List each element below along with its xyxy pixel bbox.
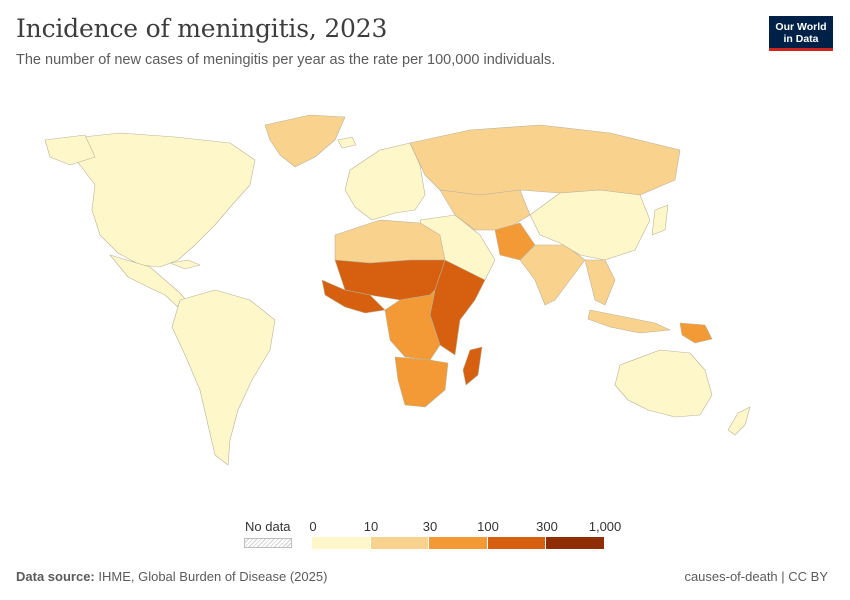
region-madagascar[interactable]	[462, 346, 483, 386]
legend-no-data-label: No data	[245, 519, 291, 534]
legend-tick-1000: 1,000	[588, 519, 622, 534]
data-source: Data source: IHME, Global Burden of Dise…	[16, 569, 327, 584]
world-map	[44, 114, 751, 466]
region-china[interactable]	[529, 189, 651, 261]
region-russia[interactable]	[409, 124, 681, 196]
legend-swatch-30-100[interactable]	[429, 537, 488, 549]
region-central-africa[interactable]	[384, 289, 441, 361]
owid-logo[interactable]: Our World in Data	[769, 16, 833, 51]
region-europe[interactable]	[344, 142, 426, 221]
legend-swatch-100-300[interactable]	[487, 537, 547, 549]
region-southeast-asia[interactable]	[584, 259, 616, 306]
region-west-africa[interactable]	[321, 279, 386, 314]
region-new-zealand[interactable]	[727, 406, 751, 436]
logo-line-1: Our World	[775, 21, 827, 33]
region-papua-new-guinea[interactable]	[679, 322, 713, 344]
footer-license[interactable]: causes-of-death | CC BY	[684, 569, 828, 584]
region-indonesia[interactable]	[587, 309, 671, 334]
legend-swatch-0-10[interactable]	[312, 537, 371, 549]
legend-color-scale	[312, 537, 605, 549]
region-southern-africa[interactable]	[394, 356, 449, 408]
legend-tick-300: 300	[536, 519, 558, 534]
legend-tick-10: 10	[363, 519, 379, 534]
region-north-america[interactable]	[54, 132, 256, 268]
data-source-label: Data source:	[16, 569, 95, 584]
legend-tick-0: 0	[309, 519, 317, 534]
region-japan[interactable]	[651, 204, 669, 236]
region-australia[interactable]	[614, 349, 713, 418]
legend-tick-100: 100	[477, 519, 499, 534]
region-iceland[interactable]	[337, 136, 357, 149]
legend-no-data-swatch	[244, 538, 292, 548]
region-south-america[interactable]	[171, 289, 276, 466]
legend-swatch-10-30[interactable]	[370, 537, 430, 549]
chart-title: Incidence of meningitis, 2023	[16, 14, 388, 43]
legend-swatch-300-1000[interactable]	[546, 537, 605, 549]
region-alaska[interactable]	[44, 134, 96, 166]
data-source-text[interactable]: IHME, Global Burden of Disease (2025)	[98, 569, 328, 584]
region-caribbean[interactable]	[169, 259, 201, 270]
region-south-asia[interactable]	[519, 244, 586, 306]
logo-line-2: in Data	[783, 33, 819, 45]
chart-subtitle: The number of new cases of meningitis pe…	[16, 52, 556, 68]
legend-tick-30: 30	[422, 519, 438, 534]
region-greenland[interactable]	[264, 114, 346, 168]
